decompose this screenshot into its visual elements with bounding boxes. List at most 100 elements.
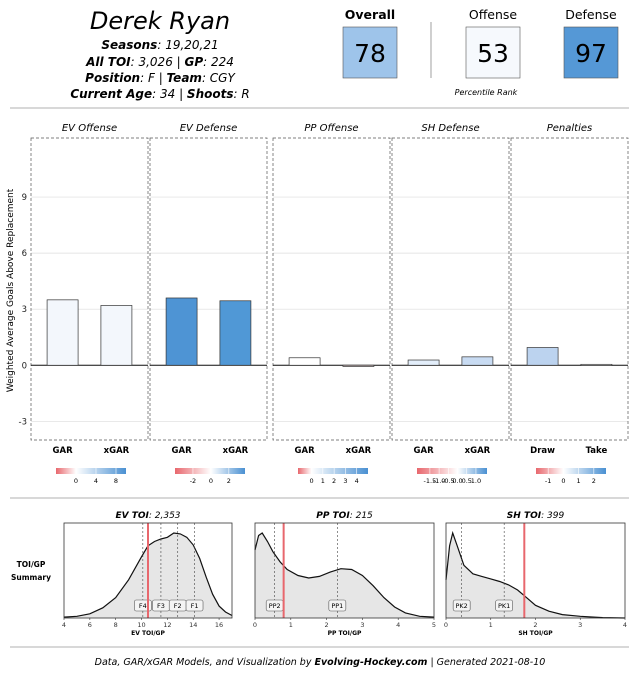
gp-label: GP [185,55,204,69]
facet-title: Penalties [547,123,593,134]
bar-xgar [100,305,133,366]
defense-tile [563,26,619,79]
x-tick-label: 1 [289,621,293,629]
shoots-label: Shoots [187,87,234,101]
facet-pp-offense: PP Offense GAR xGAR 0 1 2 3 4 [272,123,391,485]
colorbar-tick-label: -0.5 [442,477,455,485]
gar-y-tick: 0 [22,361,27,371]
colorbar-tick-label: 1.0 [471,477,481,485]
gar-chart: Weighted Average Goals Above Replacement… [6,123,629,485]
x-tick-label: 3 [360,621,364,629]
colorbar-tick-label: -1 [545,477,551,485]
toi-frame [254,522,435,619]
facet-title: SH Defense [421,123,479,134]
colorbar [536,468,606,474]
facet-title: PP Offense [304,123,358,134]
colorbar-tick-label: 1 [321,477,325,485]
colorbar-tick-label: 4 [94,477,98,485]
seasons-value: 19,20,21 [165,38,218,52]
toi-title-value: 399 [547,511,564,521]
overall-value: 78 [354,39,386,68]
x-tick-label: 8 [114,621,118,629]
facet-title: EV Defense [180,123,238,134]
toi-title-value: 215 [356,511,373,521]
colorbar-tick-label: 1 [577,477,581,485]
offense-label: Offense [469,7,518,22]
x-axis-label: SH TOI/GP [518,630,553,637]
offense-value: 53 [477,39,509,68]
toi-panel-pp: PP TOI: 215 PP2 PP1 0 1 2 3 4 5 PP TOI/GP [253,511,436,637]
overall-label: Overall [345,7,395,22]
x-tick-label: 2 [533,621,537,629]
team-label: Team [167,71,202,85]
x-axis-label: EV TOI/GP [131,630,165,637]
rating-tiles: Overall 78 Offense 53 Defense 97 Percent… [342,7,619,97]
colorbar-tick-label: 0 [209,477,213,485]
facet-ev-defense: EV Defense GAR xGAR -2 0 2 [149,123,268,485]
marker-label: PK2 [455,602,467,610]
gp-value: 224 [211,55,234,69]
colorbar [175,468,245,474]
footer-brand: Evolving-Hockey.com [314,657,427,668]
x-tick-label: 2 [325,621,329,629]
colorbar-tick-label: 0.0 [452,477,462,485]
colorbar-tick-label: 3 [343,477,347,485]
colorbar-tick-label: -2 [190,477,196,485]
team-value: CGY [210,71,237,85]
bar-take [580,363,613,366]
age-label: Current Age [70,87,152,101]
marker-box [185,599,204,612]
marker-box [495,599,513,612]
density-curve [254,532,435,618]
category-label: Draw [530,446,555,456]
x-tick-label: 4 [623,621,627,629]
offense-tile [465,26,521,79]
gar-y-tick: 3 [22,305,27,315]
colorbar-tick-label: 2 [332,477,336,485]
gar-y-ticks: -3 0 3 6 9 [19,193,27,427]
toi-gp-line: All TOI: 3,026 | GP: 224 [85,55,234,69]
bar-gar [407,359,440,366]
toi-title: PP TOI: 215 [316,511,373,521]
defense-value: 97 [575,39,607,68]
colorbar-tick-label: -1.5 [424,477,437,485]
toi-title-label: EV TOI [115,511,149,521]
density-fill [446,533,625,618]
colorbar-tick-label: 2 [592,477,596,485]
colorbar-tick-label: 0.5 [462,477,472,485]
x-tick-label: 6 [88,621,92,629]
defense-label: Defense [565,7,617,22]
bar-gar [46,299,79,366]
category-label: xGAR [104,446,130,456]
percentile-caption: Percentile Rank [455,88,518,97]
marker-label: F4 [139,602,147,610]
facet-border [510,137,629,441]
x-tick-label: 12 [163,621,171,629]
facet-border [30,137,149,441]
toi-title: SH TOI: 399 [507,511,565,521]
x-tick-label: 3 [578,621,582,629]
position-team-line: Position: F | Team: CGY [85,71,236,85]
gar-y-tick: 6 [22,249,27,259]
bar-xgar [461,356,494,366]
x-tick-label: 0 [253,621,257,629]
x-tick-label: 4 [396,621,400,629]
toi-summary-label: TOI/GP Summary [11,560,51,582]
category-label: GAR [414,446,435,456]
category-label: Take [586,446,608,456]
x-tick-label: 0 [444,621,448,629]
category-label: GAR [172,446,193,456]
position-value: F [148,71,156,85]
facet-border [272,137,391,441]
facet-title: EV Offense [62,123,117,134]
toi-label: All TOI [85,55,131,69]
x-axis-label: PP TOI/GP [328,630,362,637]
x-tick-label: 4 [62,621,66,629]
toi-title: EV TOI: 2,353 [115,511,180,521]
colorbar-tick-label: 2 [227,477,231,485]
facet-ev-offense: EV Offense GAR xGAR 0 4 8 [30,123,149,485]
overall-tile [342,26,398,79]
summary-line-1: TOI/GP [17,560,46,569]
colorbar-tick-label: 0 [74,477,78,485]
